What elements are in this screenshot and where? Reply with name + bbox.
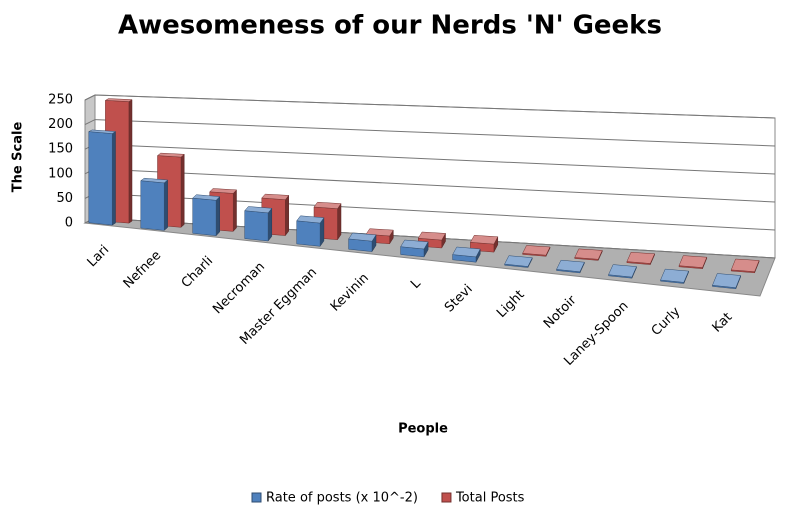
bar-top [296,215,325,224]
bar [660,268,689,284]
legend: Rate of posts (x 10^-2) Total Posts [251,491,525,506]
bar [87,129,117,226]
bar-side [337,202,342,241]
y-tick-label: 250 [48,93,73,108]
bar-top [730,258,760,272]
bar [452,246,481,263]
bar-top [400,239,429,250]
bar-top [209,188,238,194]
bar [574,248,603,261]
bar-side [232,189,237,233]
bar-front [140,180,165,231]
bar [244,206,273,242]
bar-top [504,255,533,267]
legend-swatch [251,492,262,503]
bar-top [417,231,446,241]
bar-top [469,235,499,245]
y-tick-label: 200 [48,117,73,132]
legend-label: Rate of posts (x 10^-2) [266,491,418,506]
bar-side [285,194,289,237]
y-tick-label: 0 [65,216,73,231]
x-tick-label: Charli [179,254,216,291]
chart-title: Awesomeness of our Nerds 'N' Geeks [118,11,662,41]
bar-top [556,259,585,273]
legend-label: Total Posts [455,491,525,506]
y-tick-label: 100 [48,166,73,181]
bar [504,255,533,268]
x-axis-title: People [398,422,448,437]
bar-top [608,264,637,278]
bar-top [104,98,133,102]
bar-front [296,220,321,247]
bar [626,252,655,265]
bar-front [192,197,217,236]
bar [712,273,742,290]
grid-line [84,94,776,119]
bar-top [313,201,342,209]
y-tick-label: 50 [56,191,73,206]
grid-line [84,119,776,147]
bar-top [522,245,551,256]
bar [192,194,221,237]
bar [400,239,429,258]
bar [730,258,760,274]
bar [140,177,169,231]
bar-top [678,255,708,268]
x-tick-label: L [408,276,424,292]
bar [296,215,325,248]
bar-side [128,99,133,224]
bar [608,264,637,279]
x-tick-label: Necroman [210,259,268,317]
bar-side [215,195,220,237]
bar-top [192,194,221,201]
bar-top [140,177,169,184]
bar-top [348,232,377,242]
bar-top [244,206,273,214]
bar [678,255,708,269]
bar-top [626,252,655,264]
x-tick-label: Kat [710,310,736,336]
bar-top [261,193,290,200]
x-tick-label: Kevinin [328,271,372,315]
x-tick-label: Lari [85,242,113,270]
legend-swatch [441,492,452,503]
bar-top [156,152,185,158]
y-tick-label: 150 [48,142,73,157]
bar-front [88,131,113,226]
bar-side [180,153,185,228]
bar [556,259,585,274]
bar-top [365,228,394,237]
bar-top [660,268,689,283]
x-tick-label: Curly [649,304,684,339]
bar-top [87,129,117,134]
x-tick-label: Light [494,287,528,321]
bar-front [244,210,269,242]
x-tick-label: Notoir [541,293,580,332]
bar-side [267,207,273,242]
bar-top [574,248,603,260]
bar-top [712,273,742,288]
bar [417,231,446,249]
bar-side [163,179,168,231]
y-axis-title: The Scale [11,122,26,193]
bar-top [452,246,481,258]
bar [348,232,377,253]
bar-side [111,131,116,226]
bar [522,245,551,257]
x-tick-label: Nefnee [121,248,165,292]
x-tick-label: Stevi [442,282,476,316]
